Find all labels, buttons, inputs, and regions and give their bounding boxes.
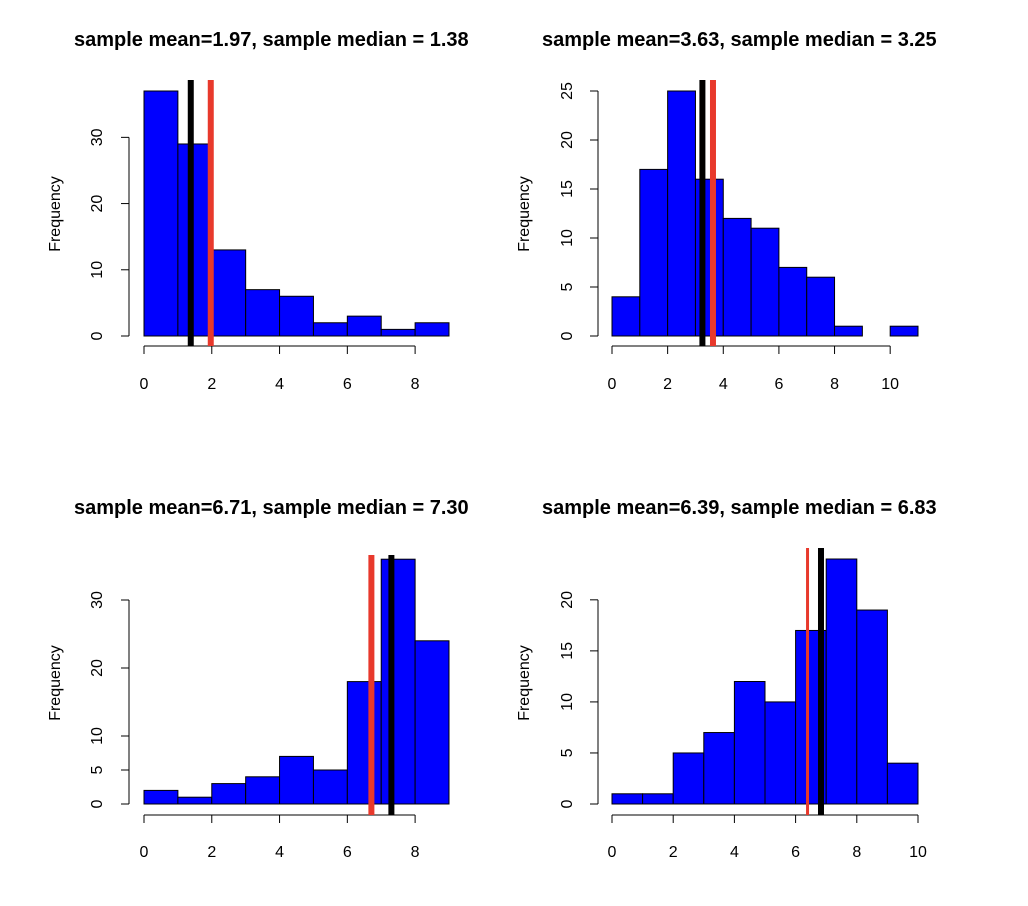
y-tick-label: 10 (559, 229, 576, 247)
histogram-bar (380, 558, 416, 805)
histogram-bar (380, 328, 416, 337)
histogram-bar (346, 681, 382, 805)
y-axis-label: Frequency (516, 176, 533, 252)
plot-area: 0 2 4 6 8 10 0 5 10 15 20 (559, 548, 927, 861)
histogram-bar (672, 752, 705, 805)
y-tick-label: 25 (559, 82, 576, 100)
y-axis-label: Frequency (47, 176, 64, 252)
histogram-bar (667, 90, 696, 337)
x-tick-label: 6 (343, 844, 352, 861)
histogram-bar (279, 295, 314, 337)
x-tick-label: 2 (207, 844, 216, 861)
histogram-bar (177, 796, 213, 805)
x-tick-label: 0 (140, 376, 149, 393)
histogram-bar (414, 640, 450, 805)
x-tick-label: 10 (881, 376, 899, 393)
y-tick-label: 10 (89, 727, 106, 745)
histogram-bar (143, 90, 179, 337)
histogram-bar (856, 609, 888, 805)
y-tick-label: 10 (559, 693, 576, 711)
panel-top-right: sample mean=3.63, sample median = 3.25 F… (516, 29, 937, 393)
x-tick-label: 6 (791, 844, 800, 861)
histogram-bar (414, 322, 450, 337)
y-tick-label: 15 (559, 180, 576, 198)
histogram-bar (778, 266, 808, 337)
histogram-bar (806, 276, 836, 337)
x-tick-label: 2 (669, 844, 678, 861)
histogram-bar (211, 783, 247, 805)
histogram-bar (764, 701, 797, 805)
x-tick-label: 2 (663, 376, 672, 393)
x-tick-label: 2 (207, 376, 216, 393)
x-tick-label: 4 (719, 376, 728, 393)
panel-title: sample mean=1.97, sample median = 1.38 (74, 29, 469, 51)
y-tick-label: 10 (89, 261, 106, 279)
histogram-bar (211, 249, 247, 337)
panel-title: sample mean=3.63, sample median = 3.25 (542, 29, 937, 51)
x-tick-label: 4 (730, 844, 739, 861)
y-tick-label: 5 (559, 282, 576, 291)
y-tick-label: 0 (89, 331, 106, 340)
histogram-bar (886, 762, 919, 805)
y-tick-label: 5 (559, 748, 576, 757)
panel-title: sample mean=6.71, sample median = 7.30 (74, 497, 469, 519)
panel-bottom-left: sample mean=6.71, sample median = 7.30 F… (47, 497, 469, 861)
histogram-bar (346, 315, 382, 337)
histogram-bar (312, 769, 348, 805)
histogram-bar (143, 789, 179, 805)
x-tick-label: 10 (909, 844, 927, 861)
x-tick-label: 8 (411, 376, 420, 393)
x-tick-label: 4 (275, 844, 284, 861)
histogram-bar (722, 217, 752, 337)
histogram-bar (703, 732, 735, 805)
y-tick-label: 20 (559, 131, 576, 149)
x-tick-label: 0 (608, 844, 617, 861)
x-tick-label: 6 (774, 376, 783, 393)
y-tick-label: 5 (89, 765, 106, 774)
panel-bottom-right: sample mean=6.39, sample median = 6.83 F… (516, 497, 937, 861)
x-tick-label: 8 (852, 844, 861, 861)
x-tick-label: 0 (140, 844, 149, 861)
y-tick-label: 30 (89, 591, 106, 609)
y-tick-label: 30 (89, 128, 106, 146)
y-tick-label: 0 (559, 799, 576, 808)
x-tick-label: 0 (608, 376, 617, 393)
panel-title: sample mean=6.39, sample median = 6.83 (542, 497, 937, 519)
y-tick-label: 20 (559, 591, 576, 609)
histogram-bar (279, 755, 314, 805)
plot-area: 0 2 4 6 8 0 5 10 20 30 (89, 555, 450, 861)
histogram-bar (245, 289, 281, 337)
y-tick-label: 0 (559, 331, 576, 340)
histogram-bar (639, 168, 669, 337)
y-tick-label: 0 (89, 799, 106, 808)
x-tick-label: 8 (830, 376, 839, 393)
panel-top-left: sample mean=1.97, sample median = 1.38 F… (47, 29, 469, 393)
y-tick-label: 20 (89, 659, 106, 677)
plot-area: 0 2 4 6 8 0 10 20 30 (89, 80, 450, 393)
histogram-bar (312, 322, 348, 337)
x-tick-label: 6 (343, 376, 352, 393)
histogram-bar (642, 793, 674, 805)
x-tick-label: 8 (411, 844, 420, 861)
y-tick-label: 15 (559, 642, 576, 660)
histogram-bar (611, 793, 644, 805)
histogram-bar (825, 558, 858, 805)
histogram-bar (611, 296, 641, 337)
histogram-bar (750, 227, 780, 337)
y-axis-label: Frequency (47, 645, 64, 721)
histogram-bar (245, 776, 281, 805)
x-tick-label: 4 (275, 376, 284, 393)
y-axis-label: Frequency (516, 645, 533, 721)
y-tick-label: 20 (89, 195, 106, 213)
histogram-bar (177, 143, 213, 337)
histogram-bar (834, 325, 863, 337)
plot-area: 0 2 4 6 8 10 0 5 10 15 20 25 (559, 80, 919, 393)
histogram-bar (733, 681, 766, 805)
histogram-bar (889, 325, 919, 337)
